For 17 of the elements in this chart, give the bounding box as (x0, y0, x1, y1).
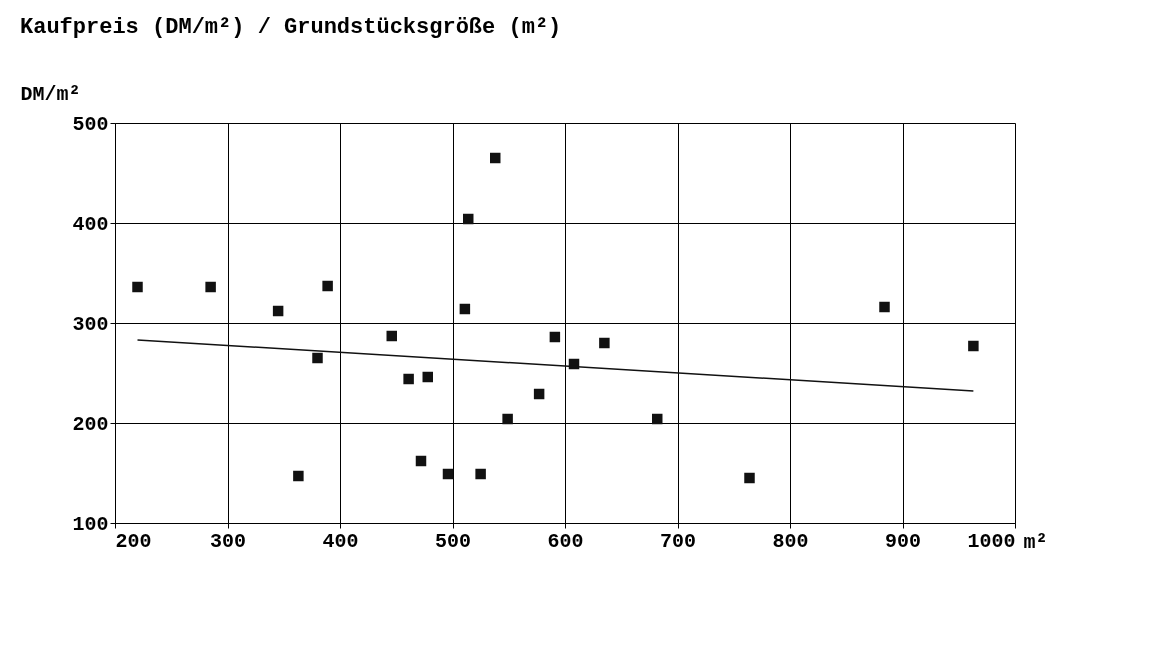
chart-title: Kaufpreis (DM/m²) / Grundstücksgröße (m²) (20, 15, 562, 40)
y-tick-label: 300 (72, 312, 109, 336)
x-tick-label: 800 (772, 529, 809, 553)
x-tick-label: 700 (659, 529, 697, 553)
y-tick-label: 100 (72, 512, 109, 536)
x-tick-label: 1000 (967, 529, 1016, 553)
y-axis-title: DM/m² (20, 82, 81, 106)
x-tick-label: 400 (322, 529, 359, 553)
y-tick-label: 400 (72, 212, 109, 236)
x-tick-label: 300 (209, 529, 247, 553)
x-axis-title: m² (1023, 530, 1048, 554)
x-tick-label: 200 (115, 529, 152, 553)
y-tick-label: 500 (72, 112, 109, 136)
x-tick-label: 500 (434, 529, 472, 553)
x-tick-label: 600 (547, 529, 584, 553)
x-tick-label: 900 (884, 529, 922, 553)
y-tick-label: 200 (72, 412, 109, 436)
